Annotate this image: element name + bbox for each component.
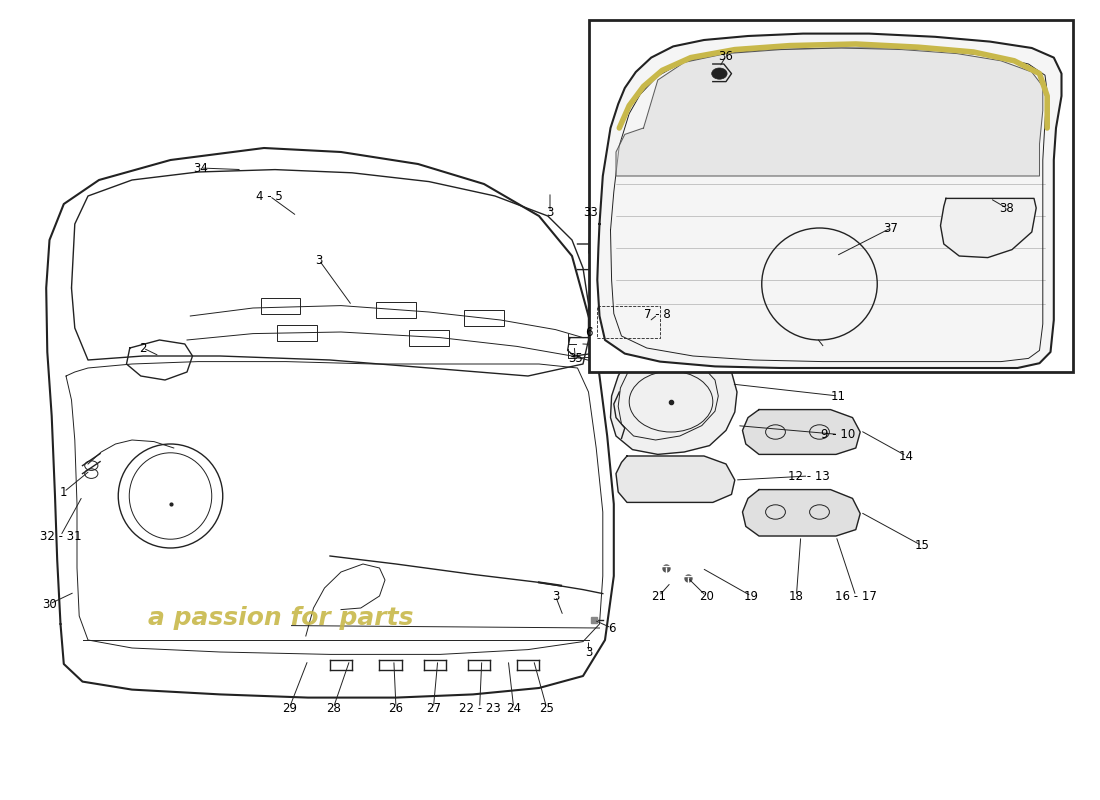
Text: 33: 33 bbox=[583, 206, 598, 218]
Text: 38: 38 bbox=[999, 202, 1014, 214]
Polygon shape bbox=[742, 490, 860, 536]
Bar bbox=[464, 310, 504, 326]
Text: 7 - 8: 7 - 8 bbox=[645, 308, 671, 321]
Text: 3: 3 bbox=[552, 590, 559, 602]
Text: 22 - 23: 22 - 23 bbox=[459, 702, 500, 714]
Text: 12 - 13: 12 - 13 bbox=[788, 470, 829, 482]
Bar bbox=[261, 298, 300, 314]
Polygon shape bbox=[616, 48, 1043, 176]
Text: 4 - 5: 4 - 5 bbox=[256, 190, 283, 202]
Text: 14: 14 bbox=[899, 450, 914, 462]
Text: 29: 29 bbox=[282, 702, 297, 714]
Text: 21: 21 bbox=[651, 590, 667, 602]
Text: 2: 2 bbox=[140, 342, 146, 354]
Text: 28: 28 bbox=[326, 702, 341, 714]
Text: 3: 3 bbox=[585, 646, 592, 658]
Text: 16 - 17: 16 - 17 bbox=[835, 590, 877, 602]
Bar bbox=[376, 302, 416, 318]
Text: partslink: partslink bbox=[649, 166, 1012, 234]
Text: 34: 34 bbox=[192, 162, 208, 174]
Text: 18: 18 bbox=[789, 590, 804, 602]
Text: 9 - 10: 9 - 10 bbox=[821, 428, 856, 441]
Text: 3: 3 bbox=[316, 254, 322, 266]
Text: 20: 20 bbox=[698, 590, 714, 602]
Polygon shape bbox=[742, 410, 860, 454]
Text: 19: 19 bbox=[744, 590, 759, 602]
Text: 37: 37 bbox=[883, 222, 899, 234]
Bar bbox=[277, 325, 317, 341]
Text: 27: 27 bbox=[426, 702, 441, 714]
Text: 30: 30 bbox=[42, 598, 57, 610]
Text: 36: 36 bbox=[718, 50, 734, 62]
Text: 26: 26 bbox=[388, 702, 404, 714]
Text: 3: 3 bbox=[547, 206, 553, 218]
Text: 35: 35 bbox=[568, 352, 583, 365]
Text: 6: 6 bbox=[608, 622, 615, 634]
Text: 25: 25 bbox=[539, 702, 554, 714]
Text: 24: 24 bbox=[506, 702, 521, 714]
Text: 15: 15 bbox=[914, 539, 929, 552]
Text: a passion for parts: a passion for parts bbox=[147, 606, 414, 630]
Text: 1: 1 bbox=[60, 486, 67, 498]
Bar bbox=[409, 330, 449, 346]
Text: 6: 6 bbox=[585, 326, 592, 338]
Polygon shape bbox=[597, 34, 1062, 368]
Polygon shape bbox=[616, 456, 735, 502]
FancyBboxPatch shape bbox=[588, 20, 1072, 372]
Text: 32 - 31: 32 - 31 bbox=[40, 530, 81, 542]
Text: 11: 11 bbox=[830, 390, 846, 402]
Polygon shape bbox=[940, 198, 1036, 258]
Polygon shape bbox=[610, 340, 737, 454]
Circle shape bbox=[712, 68, 727, 79]
